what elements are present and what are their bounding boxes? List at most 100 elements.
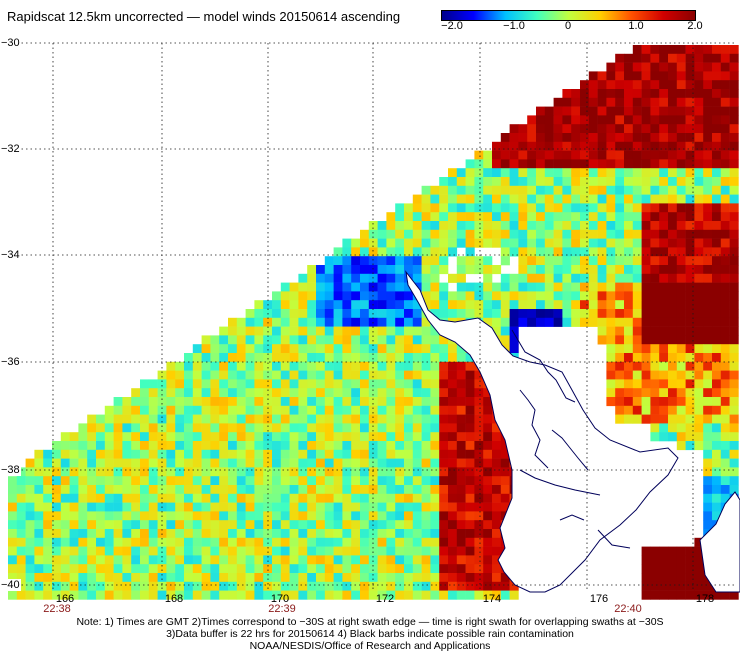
data-cell bbox=[641, 273, 651, 283]
data-cell bbox=[606, 221, 616, 231]
data-cell bbox=[456, 537, 466, 547]
data-cell bbox=[685, 414, 695, 424]
data-cell bbox=[712, 177, 722, 187]
data-cell bbox=[624, 106, 634, 116]
data-cell bbox=[659, 573, 669, 583]
data-cell bbox=[386, 581, 396, 591]
data-cell bbox=[544, 265, 554, 275]
data-cell bbox=[597, 300, 607, 310]
data-cell bbox=[386, 502, 396, 512]
data-cell bbox=[492, 432, 502, 442]
data-cell bbox=[668, 379, 678, 389]
data-cell bbox=[351, 397, 361, 407]
data-cell bbox=[439, 194, 449, 204]
data-cell bbox=[483, 414, 493, 424]
data-cell bbox=[448, 555, 458, 565]
data-cell bbox=[439, 458, 449, 468]
data-cell bbox=[720, 141, 730, 151]
data-cell bbox=[474, 449, 484, 459]
data-cell bbox=[342, 388, 352, 398]
data-cell bbox=[676, 353, 686, 363]
data-cell bbox=[395, 414, 405, 424]
data-cell bbox=[60, 564, 70, 574]
data-cell bbox=[192, 361, 202, 371]
data-cell bbox=[641, 124, 651, 134]
data-cell bbox=[676, 212, 686, 222]
data-cell bbox=[580, 221, 590, 231]
data-cell bbox=[676, 97, 686, 107]
data-cell bbox=[342, 537, 352, 547]
data-cell bbox=[122, 485, 132, 495]
data-cell bbox=[536, 194, 546, 204]
data-cell bbox=[34, 590, 44, 600]
data-cell bbox=[52, 520, 62, 530]
data-cell bbox=[685, 97, 695, 107]
data-cell bbox=[272, 370, 282, 380]
latitude-label: −40 bbox=[0, 579, 21, 591]
data-cell bbox=[421, 256, 431, 266]
data-cell bbox=[650, 353, 660, 363]
data-cell bbox=[140, 564, 150, 574]
data-cell bbox=[456, 432, 466, 442]
data-cell bbox=[421, 335, 431, 345]
data-cell bbox=[536, 106, 546, 116]
data-cell bbox=[184, 361, 194, 371]
data-cell bbox=[456, 555, 466, 565]
data-cell bbox=[280, 555, 290, 565]
data-cell bbox=[148, 485, 158, 495]
data-cell bbox=[615, 405, 625, 415]
data-cell bbox=[87, 564, 97, 574]
data-cell bbox=[456, 493, 466, 503]
data-cell bbox=[500, 133, 510, 143]
data-cell bbox=[720, 309, 730, 319]
data-cell bbox=[580, 124, 590, 134]
data-cell bbox=[729, 203, 739, 213]
data-cell bbox=[474, 432, 484, 442]
data-cell bbox=[316, 493, 326, 503]
data-cell bbox=[483, 221, 493, 231]
data-cell bbox=[307, 467, 317, 477]
data-cell bbox=[720, 335, 730, 345]
data-cell bbox=[553, 177, 563, 187]
data-cell bbox=[272, 379, 282, 389]
data-cell bbox=[166, 370, 176, 380]
data-cell bbox=[439, 388, 449, 398]
data-cell bbox=[148, 388, 158, 398]
data-cell bbox=[148, 405, 158, 415]
data-cell bbox=[140, 423, 150, 433]
data-cell bbox=[342, 353, 352, 363]
data-cell bbox=[492, 485, 502, 495]
data-cell bbox=[509, 141, 519, 151]
data-cell bbox=[280, 291, 290, 301]
data-cell bbox=[624, 53, 634, 63]
data-cell bbox=[676, 317, 686, 327]
latitude-label: −32 bbox=[0, 143, 21, 155]
data-cell bbox=[430, 221, 440, 231]
data-cell bbox=[298, 423, 308, 433]
data-cell bbox=[324, 361, 334, 371]
data-cell bbox=[430, 379, 440, 389]
footnotes: Note: 1) Times are GMT 2)Times correspon… bbox=[0, 616, 740, 652]
data-cell bbox=[456, 256, 466, 266]
data-cell bbox=[386, 423, 396, 433]
data-cell bbox=[483, 467, 493, 477]
data-cell bbox=[342, 564, 352, 574]
data-cell bbox=[368, 432, 378, 442]
data-cell bbox=[360, 265, 370, 275]
data-cell bbox=[624, 335, 634, 345]
data-cell bbox=[527, 133, 537, 143]
data-cell bbox=[421, 291, 431, 301]
data-cell bbox=[720, 476, 730, 486]
data-cell bbox=[676, 53, 686, 63]
data-cell bbox=[245, 317, 255, 327]
data-cell bbox=[527, 238, 537, 248]
data-cell bbox=[615, 229, 625, 239]
data-cell bbox=[668, 414, 678, 424]
data-cell bbox=[729, 71, 739, 81]
data-cell bbox=[712, 265, 722, 275]
data-cell bbox=[421, 414, 431, 424]
data-cell bbox=[668, 370, 678, 380]
data-cell bbox=[456, 309, 466, 319]
data-cell bbox=[16, 476, 26, 486]
data-cell bbox=[368, 537, 378, 547]
